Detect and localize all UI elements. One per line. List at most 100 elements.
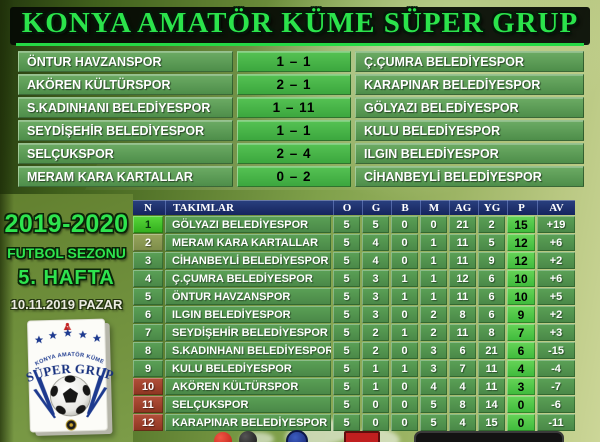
stat-cell: 21 — [478, 342, 505, 359]
home-team: ÖNTUR HAVZANSPOR — [18, 51, 233, 72]
paint-splatter — [240, 432, 274, 442]
points-cell: 0 — [507, 396, 535, 413]
home-team: MERAM KARA KARTALLAR — [18, 166, 233, 187]
table-row: 10 AKÖREN KÜLTÜRSPOR 5 1 0 4 4 11 3 -7 — [133, 378, 575, 395]
stat-cell: 5 — [333, 360, 360, 377]
match-row: S.KADINHANI BELEDİYESPOR 1 – 11 GÖLYAZI BE… — [18, 97, 584, 118]
match-score: 2 – 1 — [237, 74, 351, 95]
goal-diff-cell: +3 — [537, 324, 575, 341]
stat-cell: 1 — [420, 288, 447, 305]
logo-bottom-badge-icon — [65, 419, 77, 431]
blue-circle-icon — [286, 430, 308, 442]
rank-cell: 9 — [133, 360, 163, 377]
stat-cell: 5 — [333, 234, 360, 251]
stat-cell: 5 — [333, 216, 360, 233]
stat-cell: 4 — [420, 378, 447, 395]
stat-cell: 0 — [391, 342, 418, 359]
logo-rays-icon — [32, 368, 108, 419]
logo-crest-icon — [63, 322, 72, 331]
goal-diff-cell: -4 — [537, 360, 575, 377]
soccer-ball-icon — [50, 375, 91, 417]
stat-cell: 6 — [449, 342, 476, 359]
week-text: 5. HAFTA — [18, 267, 115, 289]
column-header-n: N — [144, 201, 152, 214]
match-row: SELÇUKSPOR 2 – 4 ILGIN BELEDİYESPOR — [18, 143, 584, 164]
team-name-cell: SEYDİŞEHİR BELEDİYESPOR — [165, 324, 331, 341]
points-cell: 10 — [507, 288, 535, 305]
table-row: 2 MERAM KARA KARTALLAR 5 4 0 1 11 5 12 +6 — [133, 234, 575, 251]
points-cell: 3 — [507, 378, 535, 395]
table-row: 9 KULU BELEDİYESPOR 5 1 1 3 7 11 4 -4 — [133, 360, 575, 377]
stat-cell: 5 — [478, 234, 505, 251]
stat-cell: 11 — [478, 378, 505, 395]
goal-diff-cell: +2 — [537, 252, 575, 269]
team-name-cell: KARAPINAR BELEDİYESPOR — [165, 414, 331, 431]
stat-cell: 0 — [391, 252, 418, 269]
stat-cell: 4 — [449, 414, 476, 431]
team-name-cell: MERAM KARA KARTALLAR — [165, 234, 331, 251]
team-name-cell: CİHANBEYLİ BELEDİYESPOR — [165, 252, 331, 269]
home-team: SELÇUKSPOR — [18, 143, 233, 164]
match-row: AKÖREN KÜLTÜRSPOR 2 – 1 KARAPINAR BELEDİYE… — [18, 74, 584, 95]
stat-cell: 3 — [420, 360, 447, 377]
stat-cell: 1 — [420, 252, 447, 269]
points-cell: 15 — [507, 216, 535, 233]
stat-cell: 0 — [362, 414, 389, 431]
stat-cell: 8 — [449, 306, 476, 323]
stat-cell: 5 — [333, 414, 360, 431]
standings-header-row: N TAKIMLAR O G B M AG YG P AV — [133, 200, 575, 215]
stat-cell: 21 — [449, 216, 476, 233]
stat-cell: 5 — [362, 216, 389, 233]
rank-cell: 7 — [133, 324, 163, 341]
stat-cell: 2 — [362, 324, 389, 341]
match-date: 10.11.2019 PAZAR — [10, 297, 123, 312]
rank-cell: 5 — [133, 288, 163, 305]
table-row: 5 ÖNTUR HAVZANSPOR 5 3 1 1 11 6 10 +5 — [133, 288, 575, 305]
match-row: MERAM KARA KARTALLAR 0 – 2 CİHANBEYLİ BELE… — [18, 166, 584, 187]
table-row: 3 CİHANBEYLİ BELEDİYESPOR 5 4 0 1 11 9 12 +2 — [133, 252, 575, 269]
stat-cell: 14 — [478, 396, 505, 413]
table-row: 12 KARAPINAR BELEDİYESPOR 5 0 0 5 4 15 0 -11 — [133, 414, 575, 431]
stat-cell: 5 — [333, 270, 360, 287]
rank-cell: 1 — [133, 216, 163, 233]
page-title: KONYA AMATÖR KÜME SÜPER GRUP — [15, 7, 585, 46]
table-row: 6 ILGIN BELEDİYESPOR 5 3 0 2 8 6 9 +2 — [133, 306, 575, 323]
rank-cell: 3 — [133, 252, 163, 269]
rank-cell: 11 — [133, 396, 163, 413]
stat-cell: 11 — [449, 324, 476, 341]
points-cell: 0 — [507, 414, 535, 431]
stat-cell: 0 — [391, 306, 418, 323]
rank-cell: 8 — [133, 342, 163, 359]
stat-cell: 3 — [420, 342, 447, 359]
stat-cell: 1 — [420, 234, 447, 251]
column-header-av: AV — [537, 200, 575, 215]
stat-cell: 0 — [391, 216, 418, 233]
background-left-edge-shadow — [0, 0, 14, 442]
column-header-o: O — [333, 200, 360, 215]
rank-cell: 12 — [133, 414, 163, 431]
table-row: 7 SEYDİŞEHİR BELEDİYESPOR 5 2 1 2 11 8 7 +3 — [133, 324, 575, 341]
league-logo-svg: KONYA AMATÖR KÜME SÜPER GRUP — [24, 318, 116, 436]
stat-cell: 0 — [362, 396, 389, 413]
stat-cell: 2 — [420, 324, 447, 341]
stat-cell: 1 — [391, 270, 418, 287]
points-cell: 4 — [507, 360, 535, 377]
stat-cell: 0 — [391, 414, 418, 431]
stat-cell: 8 — [478, 324, 505, 341]
league-logo: KONYA AMATÖR KÜME SÜPER GRUP — [23, 316, 116, 440]
goal-diff-cell: +6 — [537, 234, 575, 251]
table-row: 11 SELÇUKSPOR 5 0 0 5 8 14 0 -6 — [133, 396, 575, 413]
stat-cell: 6 — [478, 306, 505, 323]
table-row: 4 Ç.ÇUMRA BELEDİYESPOR 5 3 1 1 12 6 10 +6 — [133, 270, 575, 287]
rank-cell: 10 — [133, 378, 163, 395]
away-team: CİHANBEYLİ BELEDİYESPOR — [355, 166, 584, 187]
stat-cell: 3 — [362, 306, 389, 323]
team-name-cell: ÖNTUR HAVZANSPOR — [165, 288, 331, 305]
team-name-cell: AKÖREN KÜLTÜRSPOR — [165, 378, 331, 395]
column-header-b: B — [391, 200, 418, 215]
stat-cell: 1 — [391, 324, 418, 341]
stat-cell: 5 — [333, 324, 360, 341]
red-circle-icon — [214, 432, 232, 442]
away-team: Ç.ÇUMRA BELEDİYESPOR — [355, 51, 584, 72]
